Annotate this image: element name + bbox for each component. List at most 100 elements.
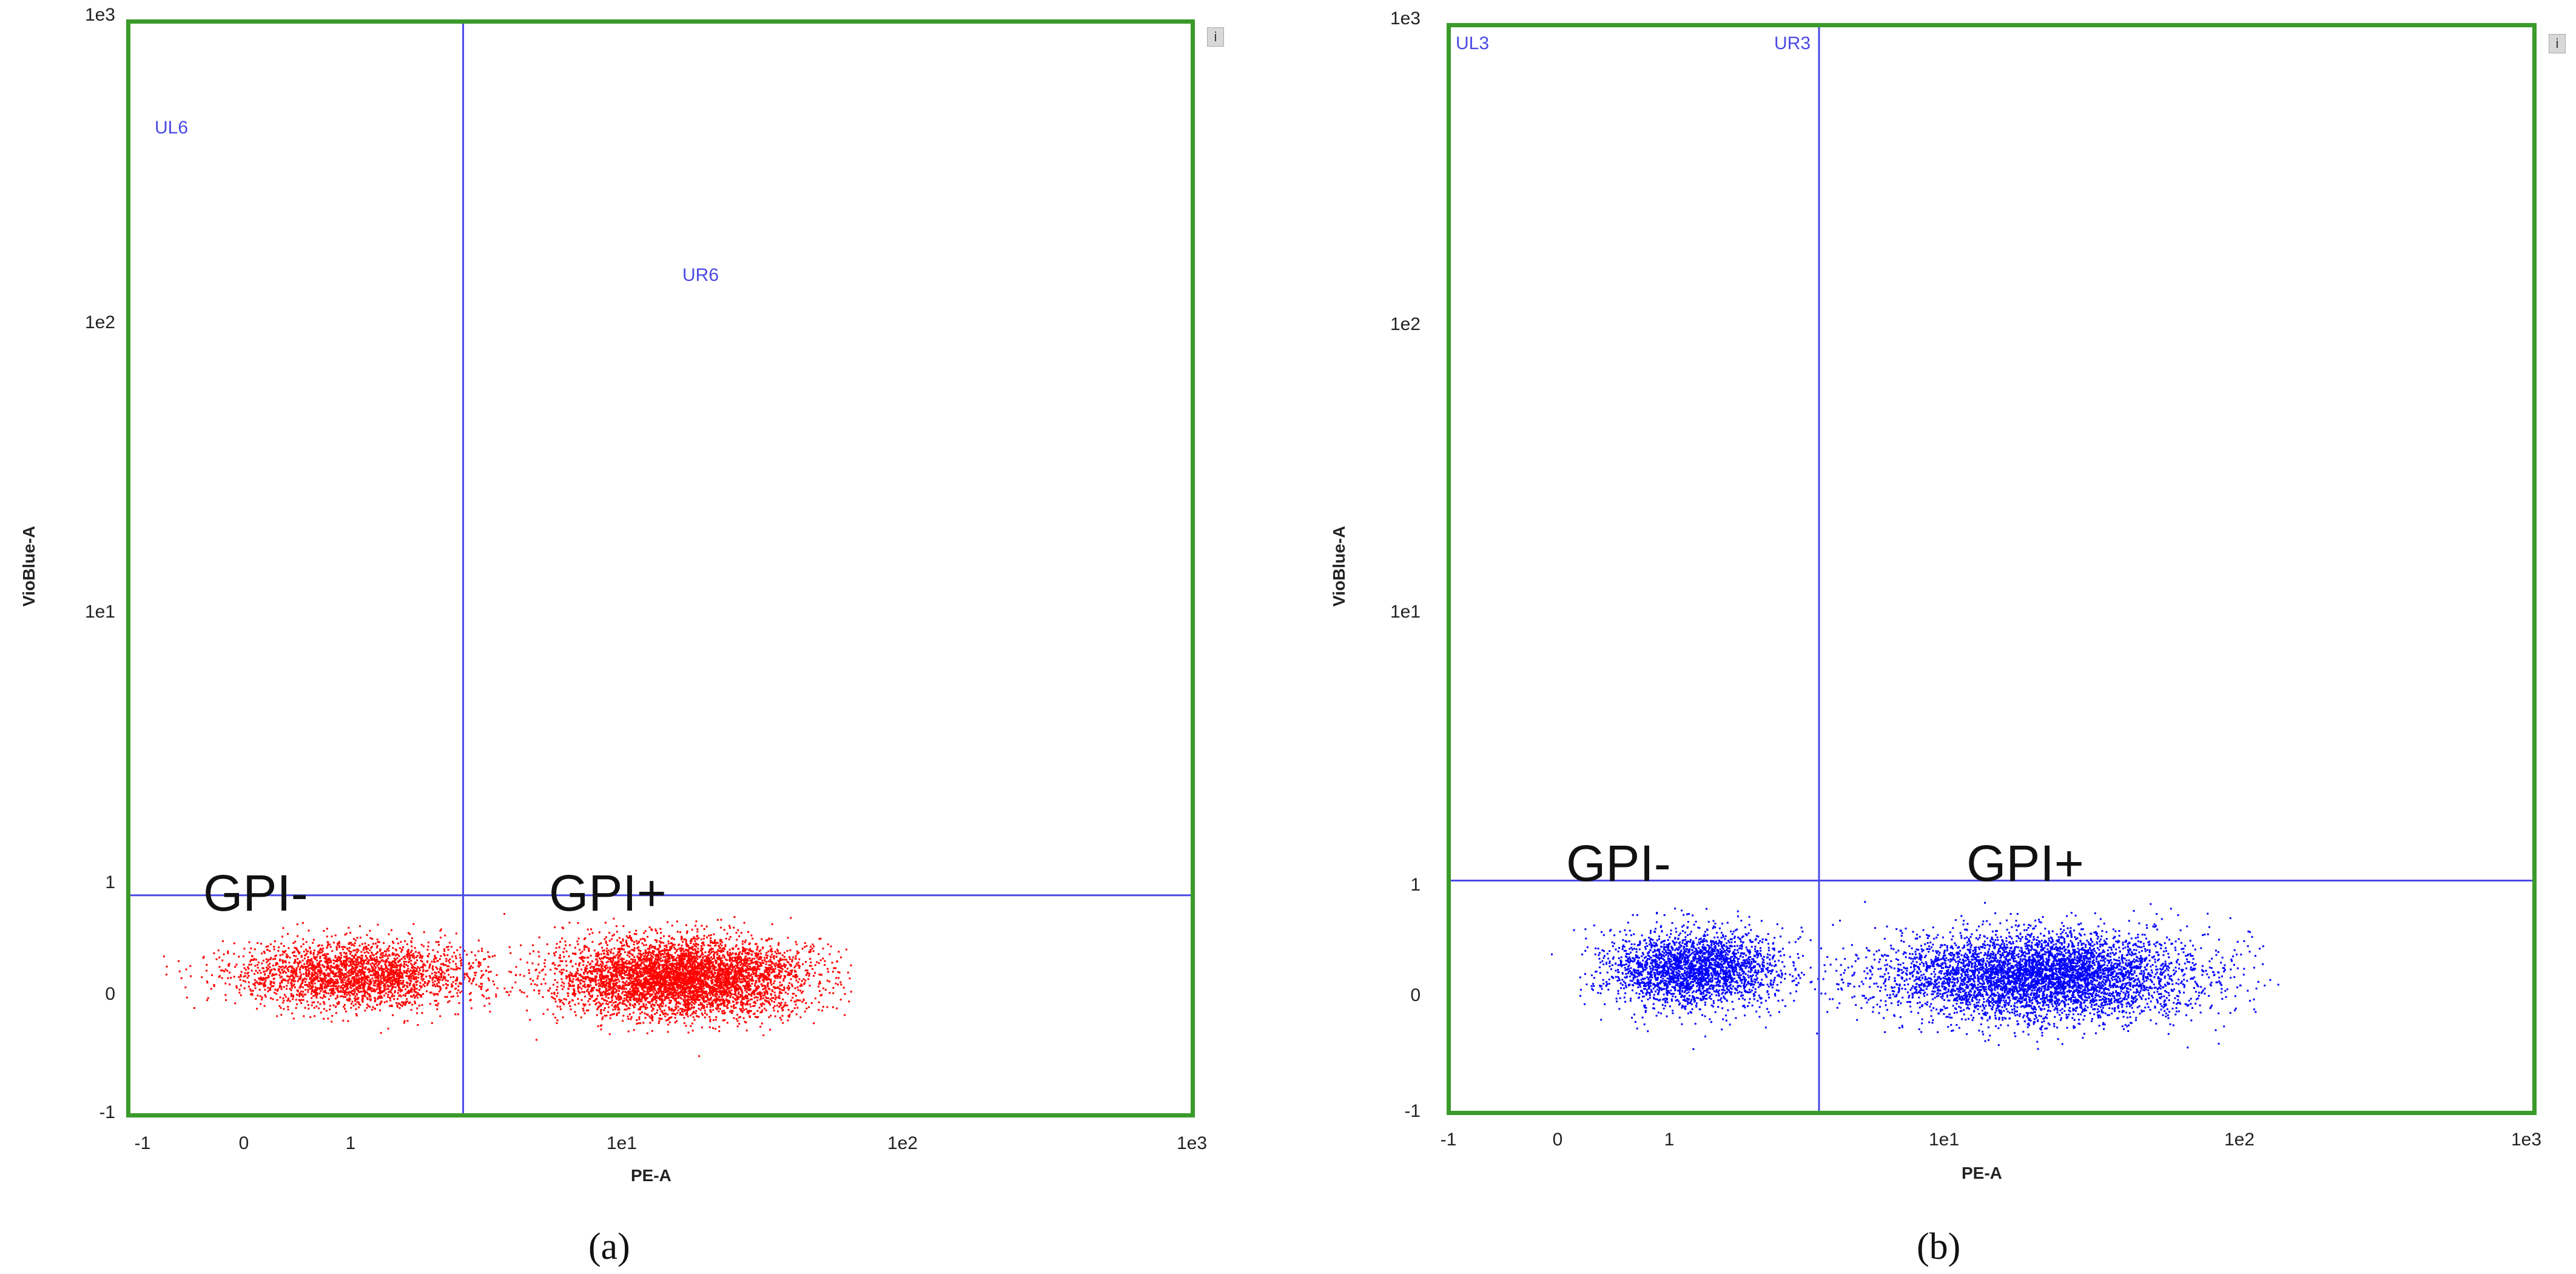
event-point [366,968,369,971]
event-point [727,954,729,957]
event-point [551,962,554,965]
event-point [378,968,380,970]
event-point [432,965,434,968]
event-point [438,990,440,993]
event-point [758,968,761,971]
event-point [403,960,405,963]
event-point [824,988,827,991]
event-point [651,982,653,985]
event-point [358,1003,360,1005]
event-point [350,980,352,982]
event-point [349,983,352,985]
event-point [625,984,628,986]
event-point [289,965,291,968]
event-point [391,952,394,954]
event-point [298,951,301,954]
event-point [352,970,355,972]
event-point [397,980,400,983]
event-point [266,961,268,963]
event-point [221,959,224,962]
event-point [362,949,365,951]
event-point [397,998,399,1000]
event-point [439,985,441,988]
event-point [383,994,386,997]
event-point [290,993,292,995]
event-point [674,982,677,985]
event-point [264,985,267,987]
event-point [388,974,390,977]
event-point [463,949,466,952]
y-tick-label: 1 [105,872,115,892]
event-point [369,955,372,957]
event-point [326,941,329,943]
event-point [366,979,369,982]
event-point [701,925,703,927]
event-point [254,972,256,975]
event-point [261,996,263,999]
event-point [599,973,602,976]
event-point [679,1011,682,1014]
event-point [578,963,580,965]
event-point [448,965,450,968]
event-point [424,964,426,966]
event-point [690,997,692,999]
event-point [795,943,798,946]
event-point [748,942,751,945]
event-point [307,956,309,959]
event-point [348,982,350,984]
event-point [300,976,302,979]
event-point [472,962,474,964]
event-point [345,960,348,962]
event-point [642,952,645,955]
event-point [604,969,606,972]
event-point [362,1000,364,1003]
event-point [336,968,338,971]
event-point [368,959,370,962]
event-point [309,988,311,990]
event-point [329,1008,331,1011]
event-point [705,962,708,965]
event-point [377,992,379,994]
event-point [628,999,631,1001]
event-point [411,973,413,976]
event-point [238,956,240,958]
event-point [814,997,816,1000]
event-point [735,1006,737,1009]
event-point [795,977,797,979]
event-point [227,950,229,952]
event-point [227,963,230,966]
event-point [582,977,584,980]
event-point [658,952,661,954]
event-point [384,963,386,965]
event-point [349,962,352,964]
event-point [357,975,360,977]
event-point [483,959,485,960]
event-point [354,960,356,963]
event-point [399,960,401,962]
event-point [357,979,359,981]
event-point [674,943,676,946]
event-point [311,978,314,980]
event-point [609,983,611,985]
event-point [618,1008,620,1011]
event-point [636,971,639,973]
event-point [294,946,296,949]
event-point [334,934,337,937]
event-point [338,942,340,945]
event-point [315,972,318,974]
event-point [569,944,571,946]
event-point [202,957,204,959]
event-point [349,981,352,983]
event-point [630,962,632,965]
event-point [689,964,691,966]
event-point [813,1022,815,1025]
event-point [318,960,321,963]
event-point [415,988,418,990]
event-point [302,943,304,945]
event-point [340,963,341,965]
event-point [411,954,414,956]
event-point [754,983,756,985]
event-point [784,1004,786,1006]
event-point [747,951,748,954]
event-point [267,990,269,993]
